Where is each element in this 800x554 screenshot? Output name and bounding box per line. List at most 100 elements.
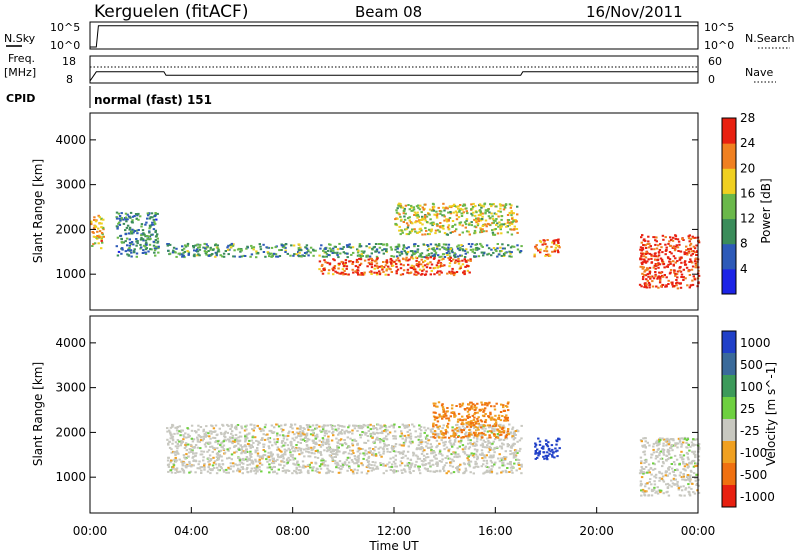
velocity-echo-cell: [508, 463, 511, 465]
velocity-echo-cell: [240, 445, 244, 448]
velocity-echo-cell: [379, 441, 382, 444]
velocity-echo-cell: [323, 434, 326, 437]
velocity-echo-cell: [642, 437, 645, 440]
velocity-echo-cell: [461, 415, 464, 418]
power-echo-cell: [486, 253, 489, 256]
power-echo-cell: [312, 249, 315, 252]
velocity-echo-cell: [218, 454, 222, 457]
power-echo-cell: [345, 244, 349, 247]
velocity-echo-cell: [280, 450, 283, 453]
velocity-echo-cell: [662, 448, 665, 451]
velocity-echo-cell: [174, 445, 178, 448]
power-echo-cell: [445, 248, 448, 251]
velocity-echo-cell: [645, 460, 648, 463]
velocity-echo-cell: [286, 438, 289, 441]
velocity-echo-cell: [546, 454, 550, 457]
power-echo-cell: [328, 262, 332, 265]
velocity-echo-cell: [392, 424, 395, 427]
velocity-echo-cell: [208, 454, 212, 457]
power-echo-cell: [640, 249, 643, 252]
velocity-echo-cell: [682, 441, 685, 444]
power-echo-cell: [415, 274, 418, 276]
power-echo-cell: [482, 230, 485, 233]
power-echo-cell: [476, 224, 480, 227]
power-echo-cell: [135, 217, 138, 220]
velocity-echo-cell: [448, 419, 451, 422]
velocity-echo-cell: [339, 431, 342, 434]
power-echo-cell: [286, 252, 289, 255]
power-echo-cell: [375, 271, 379, 274]
velocity-echo-cell: [263, 426, 267, 429]
power-echo-cell: [656, 277, 659, 280]
velocity-echo-cell: [353, 427, 357, 430]
velocity-echo-cell: [341, 425, 344, 428]
power-echo-cell: [697, 241, 701, 244]
velocity-echo-cell: [687, 483, 690, 486]
velocity-echo-cell: [492, 448, 495, 451]
velocity-echo-cell: [520, 463, 523, 466]
power-echo-cell: [385, 248, 388, 251]
velocity-echo-cell: [222, 470, 226, 473]
velocity-echo-cell: [276, 441, 279, 444]
power-echo-cell: [98, 236, 101, 239]
power-echo-cell: [131, 215, 135, 218]
velocity-echo-cell: [407, 445, 410, 448]
velocity-echo-cell: [536, 448, 539, 451]
power-echo-cell: [374, 259, 378, 262]
power-echo-cell: [135, 238, 138, 240]
velocity-echo-cell: [299, 425, 302, 428]
velocity-echo-cell: [229, 465, 233, 468]
velocity-echo-cell: [212, 447, 215, 450]
velocity-echo-cell: [389, 457, 392, 460]
power-echo-cell: [463, 256, 467, 258]
power-echo-cell: [665, 248, 668, 251]
power-echo-cell: [442, 257, 445, 260]
velocity-echo-cell: [667, 443, 671, 446]
velocity-echo-cell: [335, 437, 338, 440]
power-echo-cell: [692, 245, 695, 248]
velocity-echo-cell: [215, 434, 218, 437]
power-echo-cell: [552, 242, 556, 245]
velocity-echo-cell: [443, 469, 446, 472]
velocity-echo-cell: [205, 431, 208, 434]
power-echo-cell: [358, 243, 362, 246]
power-echo-cell: [459, 204, 462, 206]
power-echo-cell: [502, 208, 506, 211]
velocity-echo-cell: [679, 440, 682, 443]
power-echo-cell: [433, 250, 436, 253]
velocity-echo-cell: [311, 428, 315, 431]
power-echo-cell: [509, 246, 513, 249]
velocity-echo-cell: [368, 463, 371, 466]
power-echo-cell: [541, 243, 544, 246]
velocity-echo-cell: [656, 486, 659, 489]
velocity-echo-cell: [692, 472, 696, 475]
velocity-echo-cell: [250, 459, 253, 462]
velocity-echo-cell: [350, 453, 353, 456]
velocity-echo-cell: [679, 485, 682, 488]
velocity-echo-cell: [465, 423, 468, 426]
power-echo-cell: [451, 267, 454, 270]
velocity-echo-cell: [305, 447, 308, 450]
velocity-echo-cell: [670, 463, 673, 465]
velocity-echo-cell: [670, 485, 673, 488]
power-echo-cell: [668, 260, 671, 263]
power-echo-cell: [676, 276, 679, 279]
power-echo-cell: [270, 255, 273, 258]
velocity-echo-cell: [695, 482, 699, 485]
power-echo-cell: [420, 258, 423, 261]
velocity-echo-cell: [382, 452, 385, 455]
velocity-echo-cell: [302, 466, 306, 469]
velocity-echo-cell: [258, 468, 261, 471]
velocity-echo-cell: [422, 464, 425, 467]
velocity-echo-cell: [439, 430, 443, 433]
power-echo-cell: [479, 231, 482, 234]
velocity-echo-cell: [430, 452, 433, 455]
velocity-echo-cell: [640, 483, 643, 486]
power-echo-cell: [410, 204, 413, 207]
power-echo-cell: [513, 225, 516, 228]
power-echo-cell: [356, 261, 359, 264]
velocity-echo-cell: [296, 427, 299, 430]
velocity-echo-cell: [509, 450, 512, 452]
power-echo-cell: [128, 241, 132, 244]
power-echo-cell: [273, 252, 276, 255]
